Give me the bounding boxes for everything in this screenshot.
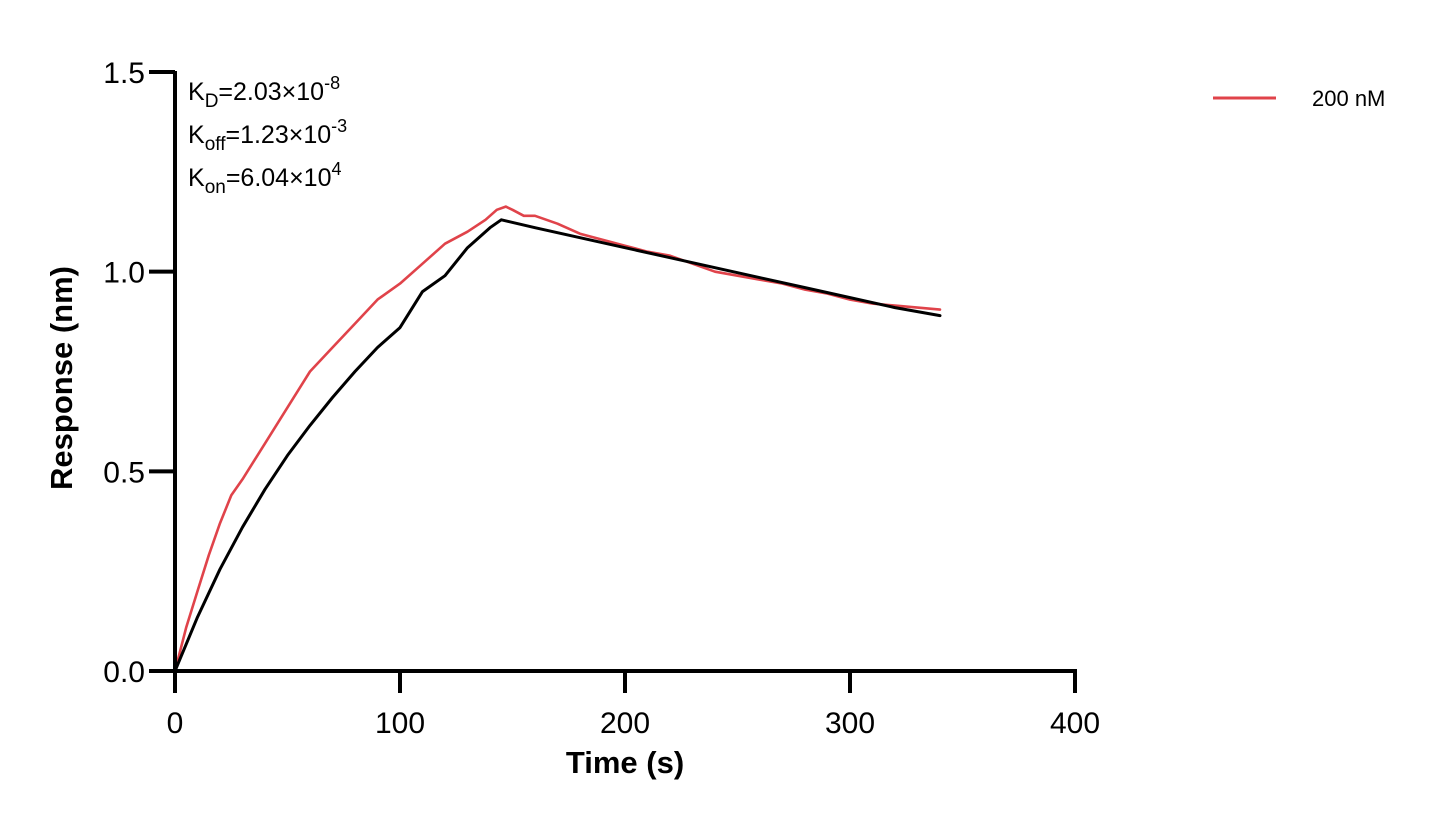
x-axis-title: Time (s) (566, 745, 684, 780)
x-tick-label: 400 (1050, 707, 1100, 740)
kinetic-constant-on: Kon=6.04×104 (188, 159, 342, 198)
y-tick-label: 0.0 (103, 656, 145, 689)
y-tick-label: 1.5 (103, 57, 145, 90)
y-axis-title: Response (nm) (44, 266, 79, 490)
series-line-0 (173, 205, 942, 673)
x-tick-label: 0 (167, 707, 184, 740)
kinetic-constant-D: KD=2.03×10-8 (188, 73, 340, 112)
plot-area (173, 205, 942, 673)
legend: 200 nM (1213, 86, 1385, 111)
y-tick-label: 1.0 (103, 257, 145, 290)
kinetics-annotations: KD=2.03×10-8 Koff=1.23×10-3 Kon=6.04×104 (188, 73, 347, 198)
x-tick-label: 100 (375, 707, 425, 740)
kinetic-constant-off: Koff=1.23×10-3 (188, 116, 347, 155)
y-tick-label: 0.5 (103, 456, 145, 489)
ticks: 0 100 200 300 400 0.0 0.5 1.0 1.5 (103, 57, 1100, 740)
x-tick-label: 300 (825, 707, 875, 740)
fit-curve-line (173, 218, 942, 673)
legend-label: 200 nM (1312, 86, 1385, 111)
x-tick-label: 200 (600, 707, 650, 740)
